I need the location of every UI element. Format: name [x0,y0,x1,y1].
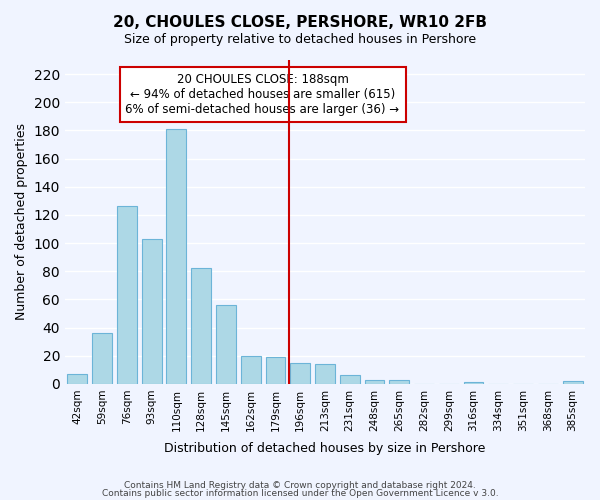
Bar [166,129,186,384]
Text: 20 CHOULES CLOSE: 188sqm
← 94% of detached houses are smaller (615)
6% of semi-d: 20 CHOULES CLOSE: 188sqm ← 94% of detach… [125,73,400,116]
Bar [464,382,484,384]
Bar [241,356,260,384]
Text: Contains HM Land Registry data © Crown copyright and database right 2024.: Contains HM Land Registry data © Crown c… [124,481,476,490]
Text: Contains public sector information licensed under the Open Government Licence v : Contains public sector information licen… [101,488,499,498]
Bar [142,239,161,384]
Bar [92,333,112,384]
X-axis label: Distribution of detached houses by size in Pershore: Distribution of detached houses by size … [164,442,485,455]
Bar [365,380,385,384]
Bar [315,364,335,384]
Bar [389,380,409,384]
Bar [216,305,236,384]
Text: Size of property relative to detached houses in Pershore: Size of property relative to detached ho… [124,32,476,46]
Bar [266,357,286,384]
Text: 20, CHOULES CLOSE, PERSHORE, WR10 2FB: 20, CHOULES CLOSE, PERSHORE, WR10 2FB [113,15,487,30]
Bar [290,363,310,384]
Y-axis label: Number of detached properties: Number of detached properties [15,124,28,320]
Bar [117,206,137,384]
Bar [340,376,359,384]
Bar [563,381,583,384]
Bar [191,268,211,384]
Bar [67,374,87,384]
